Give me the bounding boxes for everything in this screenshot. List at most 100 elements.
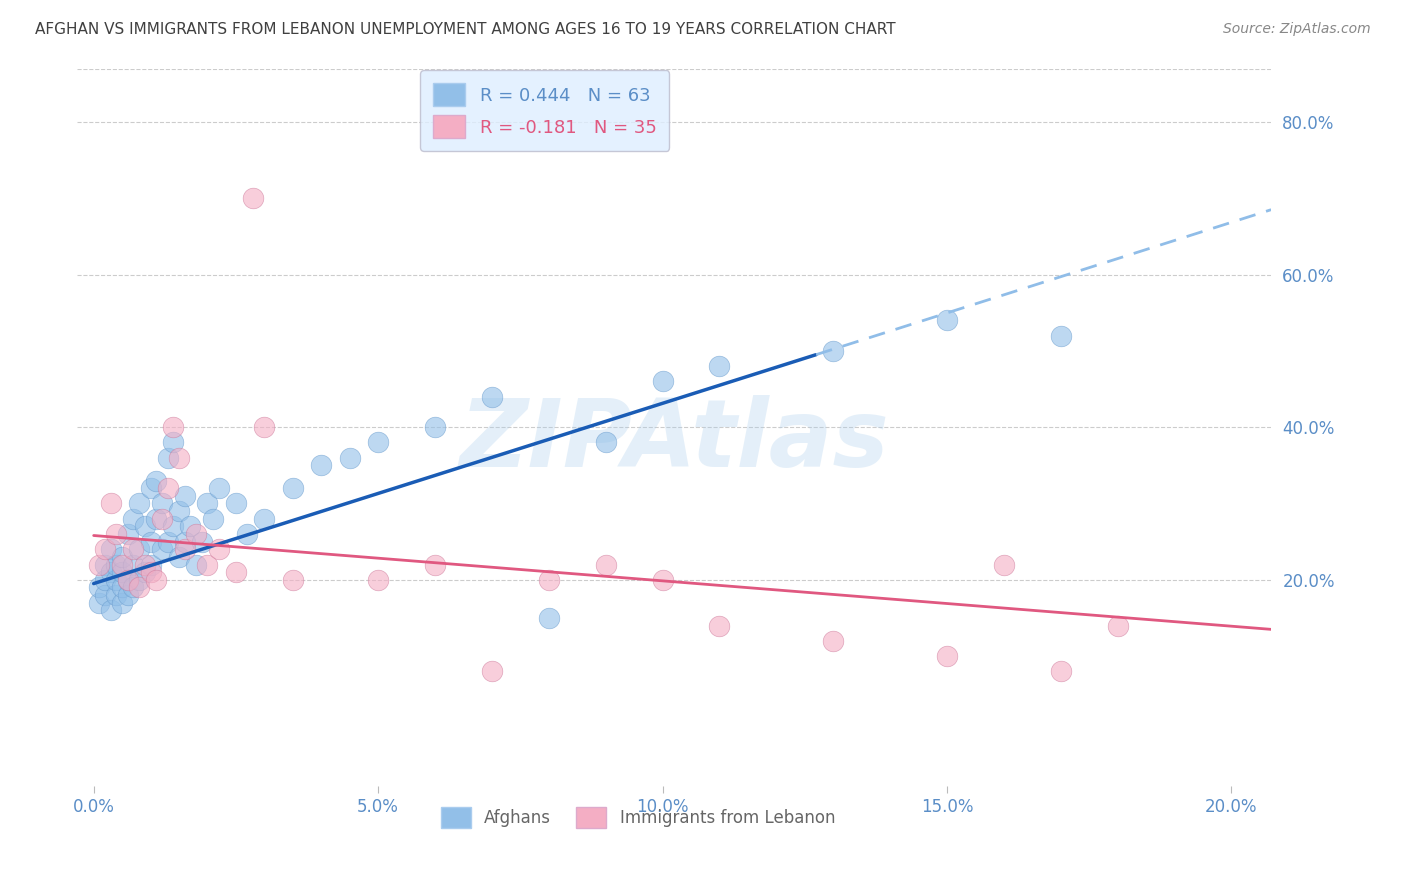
Point	[184, 558, 207, 572]
Point	[1049, 328, 1071, 343]
Point	[105, 588, 128, 602]
Point	[122, 558, 145, 572]
Point	[179, 519, 201, 533]
Point	[134, 558, 156, 572]
Point	[225, 565, 247, 579]
Point	[367, 435, 389, 450]
Point	[202, 512, 225, 526]
Point	[537, 611, 560, 625]
Text: Source: ZipAtlas.com: Source: ZipAtlas.com	[1223, 22, 1371, 37]
Point	[281, 481, 304, 495]
Point	[651, 573, 673, 587]
Point	[111, 549, 134, 564]
Point	[145, 512, 167, 526]
Point	[156, 481, 179, 495]
Point	[190, 534, 212, 549]
Point	[709, 618, 731, 632]
Point	[162, 519, 184, 533]
Point	[134, 519, 156, 533]
Point	[94, 573, 117, 587]
Point	[167, 450, 190, 465]
Point	[122, 512, 145, 526]
Point	[595, 435, 617, 450]
Point	[150, 496, 173, 510]
Text: AFGHAN VS IMMIGRANTS FROM LEBANON UNEMPLOYMENT AMONG AGES 16 TO 19 YEARS CORRELA: AFGHAN VS IMMIGRANTS FROM LEBANON UNEMPL…	[35, 22, 896, 37]
Point	[162, 435, 184, 450]
Point	[122, 581, 145, 595]
Point	[367, 573, 389, 587]
Point	[162, 420, 184, 434]
Point	[111, 558, 134, 572]
Point	[935, 313, 957, 327]
Point	[709, 359, 731, 373]
Point	[111, 581, 134, 595]
Point	[651, 375, 673, 389]
Point	[117, 573, 139, 587]
Point	[111, 565, 134, 579]
Point	[253, 512, 276, 526]
Point	[94, 558, 117, 572]
Point	[105, 527, 128, 541]
Point	[100, 565, 122, 579]
Point	[145, 573, 167, 587]
Point	[156, 534, 179, 549]
Point	[236, 527, 259, 541]
Point	[100, 496, 122, 510]
Point	[281, 573, 304, 587]
Point	[117, 527, 139, 541]
Point	[537, 573, 560, 587]
Point	[117, 588, 139, 602]
Point	[1107, 618, 1129, 632]
Point	[128, 496, 150, 510]
Point	[139, 534, 162, 549]
Point	[100, 542, 122, 557]
Point	[423, 558, 446, 572]
Point	[173, 542, 195, 557]
Point	[156, 450, 179, 465]
Point	[128, 581, 150, 595]
Point	[94, 588, 117, 602]
Point	[935, 649, 957, 664]
Point	[122, 542, 145, 557]
Point	[197, 558, 219, 572]
Point	[823, 633, 845, 648]
Point	[139, 481, 162, 495]
Point	[89, 581, 111, 595]
Point	[145, 474, 167, 488]
Point	[139, 558, 162, 572]
Point	[242, 191, 264, 205]
Point	[208, 542, 231, 557]
Point	[94, 542, 117, 557]
Point	[173, 534, 195, 549]
Point	[423, 420, 446, 434]
Point	[111, 596, 134, 610]
Point	[105, 573, 128, 587]
Point	[167, 504, 190, 518]
Point	[128, 542, 150, 557]
Text: ZIPAtlas: ZIPAtlas	[458, 395, 889, 488]
Legend: Afghans, Immigrants from Lebanon: Afghans, Immigrants from Lebanon	[434, 800, 842, 835]
Point	[225, 496, 247, 510]
Point	[1049, 665, 1071, 679]
Point	[100, 603, 122, 617]
Point	[339, 450, 361, 465]
Point	[197, 496, 219, 510]
Point	[150, 542, 173, 557]
Point	[117, 573, 139, 587]
Point	[128, 573, 150, 587]
Point	[105, 558, 128, 572]
Point	[150, 512, 173, 526]
Point	[173, 489, 195, 503]
Point	[89, 596, 111, 610]
Point	[167, 549, 190, 564]
Point	[309, 458, 332, 473]
Point	[184, 527, 207, 541]
Point	[253, 420, 276, 434]
Point	[481, 665, 503, 679]
Point	[208, 481, 231, 495]
Point	[139, 565, 162, 579]
Point	[823, 343, 845, 358]
Point	[481, 390, 503, 404]
Point	[595, 558, 617, 572]
Point	[89, 558, 111, 572]
